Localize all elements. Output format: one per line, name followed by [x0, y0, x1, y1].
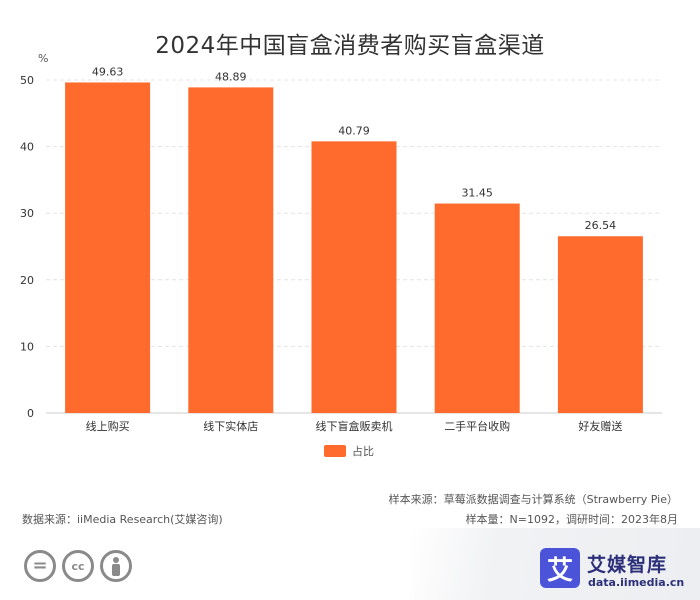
license-badges: = cc — [24, 550, 132, 582]
data-source: 数据来源：iiMedia Research(艾媒咨询) — [22, 513, 223, 526]
data-label: 40.79 — [338, 124, 370, 137]
legend-swatch — [324, 445, 346, 457]
bar — [434, 203, 520, 413]
brand-name: 艾媒智库 — [587, 554, 668, 576]
data-label: 26.54 — [585, 219, 617, 232]
brand-url: data.iimedia.cn — [588, 576, 685, 589]
y-tick-label: 10 — [20, 340, 34, 353]
y-tick-label: 40 — [20, 141, 34, 154]
y-tick-label: 30 — [20, 207, 34, 220]
bar — [557, 236, 643, 413]
y-tick-label: 20 — [20, 274, 34, 287]
legend: 占比 — [324, 443, 374, 459]
brand-logo: 艾 — [540, 548, 580, 588]
no-derivatives-icon: = — [24, 550, 56, 582]
x-tick-label: 线上购买 — [86, 419, 130, 433]
y-tick-label: 0 — [27, 407, 34, 420]
bar — [188, 87, 274, 413]
chart-title: 2024年中国盲盒消费者购买盲盒渠道 — [155, 33, 545, 59]
bar — [311, 141, 397, 413]
legend-label: 占比 — [352, 445, 374, 458]
sample-source: 样本来源：草莓派数据调查与计算系统（Strawberry Pie） — [388, 493, 678, 506]
x-tick-label: 二手平台收购 — [444, 419, 510, 433]
data-label: 31.45 — [461, 187, 493, 200]
y-unit-label: % — [38, 52, 48, 65]
x-tick-label: 线下实体店 — [203, 419, 258, 433]
data-label: 48.89 — [215, 70, 247, 83]
data-label: 49.63 — [92, 65, 124, 78]
y-tick-label: 50 — [20, 74, 34, 87]
bar — [65, 82, 151, 413]
creative-commons-icon: cc — [62, 550, 94, 582]
bar-chart: % 0 10 20 30 40 50 49.63 线上购买 48.89 线下实体店 40.79 线下盲盒… — [20, 52, 662, 433]
x-tick-label: 线下盲盒贩卖机 — [316, 419, 393, 433]
sample-info: 样本量：N=1092，调研时间：2023年8月 — [465, 513, 678, 526]
attribution-icon — [100, 550, 132, 582]
x-tick-label: 好友赠送 — [578, 419, 622, 433]
